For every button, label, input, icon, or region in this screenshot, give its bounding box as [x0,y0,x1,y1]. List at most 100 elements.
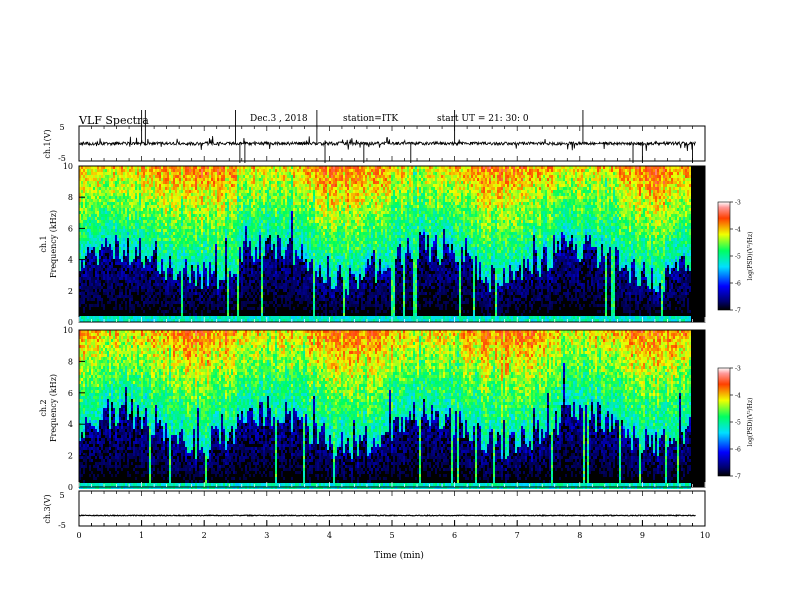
spectrogram-cell [283,244,285,247]
spectrogram-cell [89,259,91,262]
spectrogram-cell [247,166,249,169]
spectrogram-cell [235,172,237,175]
spectrogram-cell [257,202,259,205]
spectrogram-cell [173,214,175,217]
spectrogram-cell [125,262,127,265]
spectrogram-cell [125,175,127,178]
spectrogram-cell [281,295,283,298]
spectrogram-cell [213,253,215,256]
spectrogram-cell [113,229,115,232]
spectrogram-cell [139,184,141,187]
spectrogram-cell [227,277,229,280]
spectrogram-cell [275,244,277,247]
spectrogram-cell [103,220,105,223]
spectrogram-cell [163,229,165,232]
spectrogram-cell [167,241,169,244]
spectrogram-cell [259,208,261,211]
spectrogram-cell [223,214,225,217]
spectrogram-cell [227,289,229,292]
spectrogram-cell [205,232,207,235]
spectrogram-cell [255,274,257,277]
spectrogram-cell [107,208,109,211]
spectrogram-cell [237,247,239,250]
spectrogram-cell [187,202,189,205]
spectrogram-cell [111,265,113,268]
spectrogram-cell [173,190,175,193]
spectrogram-cell [231,172,233,175]
spectrogram-cell [163,277,165,280]
spectrogram-cell [211,169,213,172]
spectrogram-cell [181,223,183,226]
spectrogram-cell [133,259,135,262]
spectrogram-cell [259,319,261,322]
spectrogram-cell [251,268,253,271]
spectrogram-cell [221,208,223,211]
spectrogram-cell [281,316,283,319]
spectrogram-cell [161,220,163,223]
spectrogram-cell [281,283,283,286]
spectrogram-cell [93,244,95,247]
spectrogram-cell [191,235,193,238]
spectrogram-cell [255,178,257,181]
spectrogram-cell [187,223,189,226]
spectrogram-cell [199,223,201,226]
spectrogram-cell [215,244,217,247]
spectrogram-cell [159,193,161,196]
spectrogram-cell [203,166,205,169]
spectrogram-cell [163,280,165,283]
spectrogram-cell [177,208,179,211]
spectrogram-cell [99,238,101,241]
spectrogram-cell [111,247,113,250]
spectrogram-cell [85,241,87,244]
spectrogram-cell [95,181,97,184]
spectrogram-cell [151,277,153,280]
spectrogram-cell [103,184,105,187]
spectrogram-cell [195,187,197,190]
spectrogram-cell [89,283,91,286]
spectrogram-cell [255,190,257,193]
spectrogram-cell [169,166,171,169]
spectrogram-cell [171,199,173,202]
spectrogram-cell [179,235,181,238]
spectrogram-cell [81,274,83,277]
spectrogram-cell [249,241,251,244]
spectrogram-cell [227,241,229,244]
spectrogram-cell [247,178,249,181]
spectrogram-cell [209,196,211,199]
spectrogram-cell [185,298,187,301]
spectrogram-cell [161,238,163,241]
spectrogram-cell [193,199,195,202]
spectrogram-cell [213,304,215,307]
spectrogram-cell [123,247,125,250]
spectrogram-cell [129,268,131,271]
spectrogram-cell [193,196,195,199]
spectrogram-cell [179,238,181,241]
spectrogram-cell [223,316,225,319]
spectrogram-cell [171,175,173,178]
spectrogram-cell [249,232,251,235]
spectrogram-cell [205,175,207,178]
spectrogram-cell [179,247,181,250]
spectrogram-cell [179,202,181,205]
spectrogram-cell [135,274,137,277]
spectrogram-cell [289,184,291,187]
spectrogram-cell [141,226,143,229]
spectrogram-cell [215,256,217,259]
spectrogram-cell [133,274,135,277]
spectrogram-cell [159,172,161,175]
spectrogram-cell [161,268,163,271]
spectrogram-cell [269,166,271,169]
spectrogram-cell [273,190,275,193]
spectrogram-cell [179,217,181,220]
spectrogram-cell [125,241,127,244]
spectrogram-cell [155,319,157,322]
spectrogram-cell [187,283,189,286]
spectrogram-cell [149,262,151,265]
spectrogram-cell [243,187,245,190]
spectrogram-cell [249,184,251,187]
spectrogram-cell [255,235,257,238]
spectrogram-cell [133,181,135,184]
spectrogram-cell [291,166,293,169]
spectrogram-cell [253,238,255,241]
spectrogram-cell [183,175,185,178]
